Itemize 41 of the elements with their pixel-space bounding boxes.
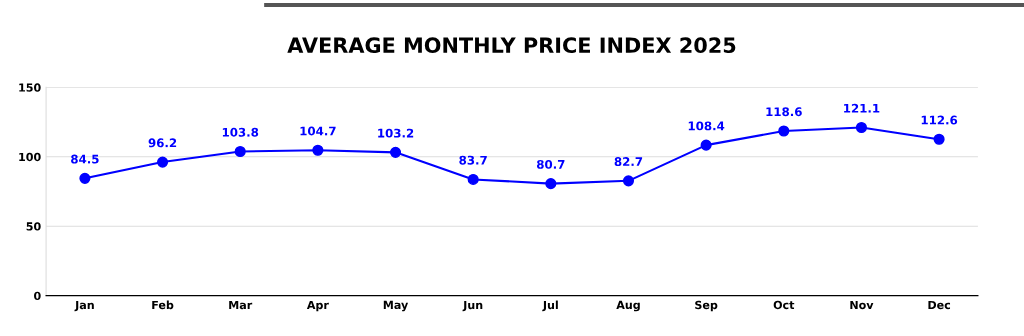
y-tick-label: 100 xyxy=(19,152,41,162)
data-label: 112.6 xyxy=(921,115,958,125)
point xyxy=(933,133,945,145)
x-tick-label: May xyxy=(383,300,409,312)
data-label: 84.5 xyxy=(71,154,99,164)
point xyxy=(157,156,169,168)
x-tick-label: Jul xyxy=(542,300,558,312)
point xyxy=(467,173,479,185)
data-label: 83.7 xyxy=(459,155,487,165)
data-label: 103.8 xyxy=(222,127,259,137)
x-tick-label: Oct xyxy=(773,300,795,310)
chart-title: AVERAGE MONTHLY PRICE INDEX 2025 xyxy=(287,37,736,54)
x-tick-label: Mar xyxy=(229,300,253,310)
point xyxy=(622,175,635,187)
point xyxy=(389,146,402,158)
y-tick-label: 0 xyxy=(34,291,41,301)
point xyxy=(234,145,246,158)
x-tick-label: Nov xyxy=(850,300,874,310)
x-tick-label: Feb xyxy=(152,300,174,310)
point xyxy=(79,172,91,184)
data-label: 121.1 xyxy=(844,103,880,113)
data-label: 82.7 xyxy=(614,157,643,167)
data-label: 103.2 xyxy=(378,128,414,138)
data-label: 108.4 xyxy=(688,121,725,131)
point xyxy=(312,144,324,156)
point xyxy=(778,125,790,137)
x-tick-label: Aug xyxy=(616,300,640,312)
x-tick-label: Jan xyxy=(74,300,94,312)
point xyxy=(700,139,712,151)
x-tick-label: Jun xyxy=(462,300,483,312)
y-tick-label: 150 xyxy=(19,83,41,92)
data-label: 118.6 xyxy=(766,107,802,117)
x-tick-label: Apr xyxy=(306,300,329,312)
data-label: 104.7 xyxy=(300,126,336,136)
y-tick-label: 50 xyxy=(26,222,41,231)
data-label: 80.7 xyxy=(536,159,565,169)
x-tick-label: Sep xyxy=(695,300,718,312)
point xyxy=(545,178,557,190)
data-label: 96.2 xyxy=(148,138,177,148)
point xyxy=(855,121,867,134)
x-tick-label: Dec xyxy=(928,300,951,310)
